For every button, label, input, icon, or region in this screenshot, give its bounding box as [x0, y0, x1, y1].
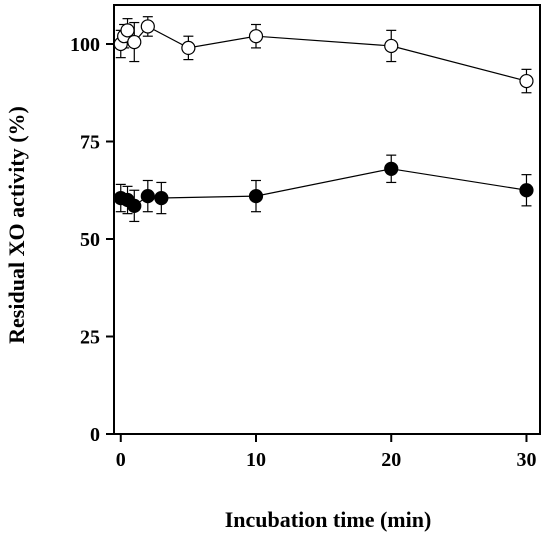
data-point-open: [120, 23, 135, 38]
data-point-open: [248, 29, 264, 44]
data-point-filled: [248, 189, 264, 204]
data-point-filled: [140, 189, 155, 204]
data-point-open: [384, 38, 399, 54]
y-tick-label: 0: [90, 424, 100, 446]
x-axis-title: Incubation time (min): [225, 507, 432, 532]
series-open-circles: [113, 16, 534, 94]
y-axis: 0 25 50 75 100: [70, 34, 114, 446]
x-tick-label: 10: [246, 449, 266, 471]
plot-frame: [113, 4, 541, 435]
series-line: [120, 25, 527, 82]
series-filled-circles: [113, 154, 534, 223]
x-tick-label: 0: [116, 449, 126, 471]
data-point-filled: [519, 183, 534, 198]
y-tick-label: 50: [80, 229, 100, 251]
plot-area: [113, 4, 541, 435]
y-axis-title: Residual XO activity (%): [4, 106, 29, 344]
data-point-open: [181, 40, 196, 56]
series-line: [120, 168, 527, 207]
data-point-filled: [154, 190, 169, 206]
data-point-filled: [384, 161, 399, 176]
x-axis: 0 10 20 30: [116, 434, 536, 471]
y-tick-label: 75: [80, 132, 100, 154]
data-point-open: [127, 34, 142, 50]
x-tick-label: 20: [381, 449, 401, 471]
x-tick-label: 30: [516, 449, 536, 471]
data-point-open: [140, 19, 155, 34]
y-tick-label: 100: [70, 34, 100, 56]
data-point-filled: [127, 198, 142, 213]
data-point-open: [519, 73, 534, 89]
y-tick-label: 25: [80, 327, 100, 349]
